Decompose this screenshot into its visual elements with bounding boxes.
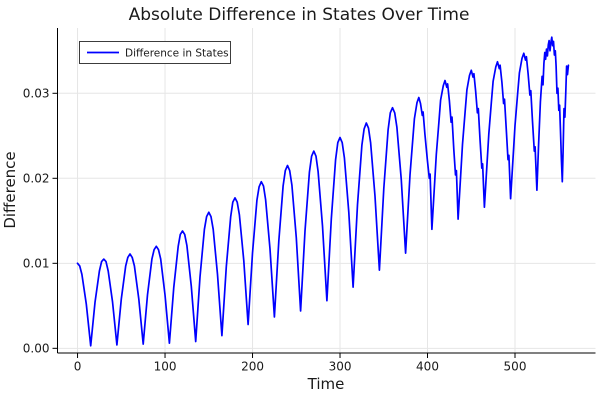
x-tick-label: 500 [504,360,527,374]
x-tick-label: 400 [416,360,439,374]
x-tick-label: 100 [154,360,177,374]
chart-title: Absolute Difference in States Over Time [129,5,470,25]
tick-marks [52,92,516,358]
y-tick-label: 0.03 [23,86,50,100]
y-tick-label: 0.02 [23,171,50,185]
y-tick-label: 0.01 [23,256,50,270]
x-tick-label: 0 [74,360,82,374]
x-axis-label: Time [307,375,345,393]
y-axis-label: Difference [1,151,19,228]
legend: Difference in States [79,41,231,64]
axes-spines [57,28,596,354]
series-line [76,36,570,347]
legend-label: Difference in States [125,48,229,60]
series-path [76,36,570,347]
y-tick-label: 0.00 [23,341,50,355]
legend-box [79,41,231,64]
x-tick-label: 200 [241,360,264,374]
tick-labels: 0 100 200 300 400 500 0.00 0.01 0.02 0.03 [23,86,527,373]
x-tick-label: 300 [329,360,352,374]
gridlines [57,28,596,353]
